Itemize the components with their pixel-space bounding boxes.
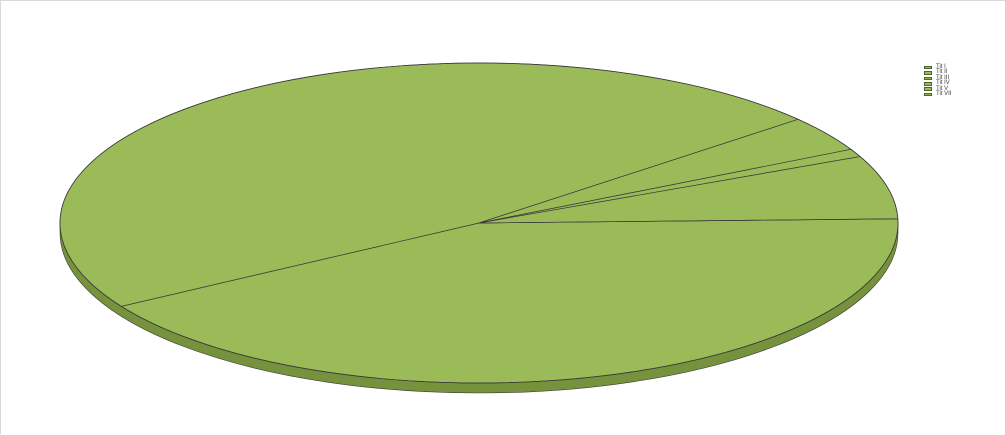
pie-slices bbox=[59, 62, 899, 384]
pie-rim bbox=[59, 62, 899, 384]
legend-swatch bbox=[924, 65, 932, 70]
legend-item[interactable]: Tit I bbox=[924, 64, 994, 70]
legend-label: Tit VII bbox=[936, 90, 952, 97]
legend-swatch bbox=[924, 82, 932, 86]
legend-swatch bbox=[924, 92, 932, 97]
legend-label: Tit IV bbox=[936, 80, 950, 87]
legend-item[interactable]: Tit III bbox=[924, 74, 994, 81]
legend-item[interactable]: Tit VII bbox=[924, 90, 994, 97]
pie-slice-tit-vii[interactable] bbox=[478, 218, 898, 224]
legend-item[interactable]: Tit V bbox=[924, 85, 994, 92]
legend-label: Tit III bbox=[936, 74, 950, 81]
legend-swatch bbox=[924, 71, 932, 75]
legend-item[interactable]: Tit IV bbox=[924, 80, 994, 87]
legend-swatch bbox=[924, 87, 932, 92]
legend-label: Tit I bbox=[936, 64, 946, 70]
legend-label: Tit V bbox=[936, 85, 949, 92]
legend-label: Tit II bbox=[936, 69, 948, 76]
legend-item[interactable]: Tit II bbox=[924, 69, 994, 76]
legend-swatch bbox=[924, 76, 932, 81]
legend: Tit I Tit II Tit III Tit IV Tit V Tit VI… bbox=[924, 64, 994, 97]
